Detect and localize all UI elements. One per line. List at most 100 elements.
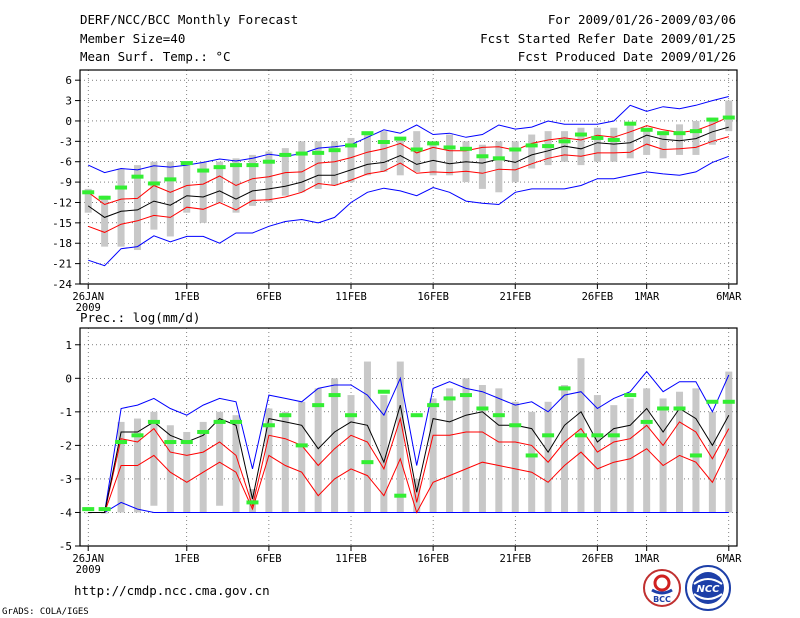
prec-box-13 [298, 401, 306, 513]
prec-observed-23 [459, 393, 472, 398]
temp-observed-34 [640, 127, 653, 132]
temp-box-10 [248, 154, 256, 206]
prec-observed-34 [640, 419, 653, 424]
temp-observed-36 [673, 131, 686, 136]
prec-box-4 [150, 411, 158, 506]
temp-box-33 [626, 124, 634, 159]
temp-observed-12 [279, 152, 292, 157]
temp-observed-17 [361, 131, 374, 136]
prec-box-12 [281, 411, 289, 513]
bcc-logo-text: BCC [653, 595, 671, 604]
footer-url: http://cmdp.ncc.cma.gov.cn [74, 583, 270, 598]
prec-box-36 [676, 391, 684, 513]
prec-observed-12 [279, 413, 292, 418]
prec-box-15 [331, 378, 339, 513]
temp-observed-33 [624, 121, 637, 126]
prec-box-19 [396, 361, 404, 513]
temp-observed-32 [607, 137, 620, 142]
temp-box-15 [331, 141, 339, 186]
prec-ytick-label-1: 0 [65, 372, 72, 385]
prec-ytick-label-6: -5 [59, 540, 72, 553]
prec-observed-15 [328, 393, 341, 398]
temp-box-20 [413, 131, 421, 172]
prec-box-2 [117, 421, 125, 513]
temp-observed-10 [246, 163, 259, 168]
temp-observed-23 [459, 146, 472, 151]
temp-observed-11 [262, 159, 275, 164]
temp-xtick-label-3: 11FEB [335, 291, 367, 303]
temp-box-32 [610, 127, 618, 162]
prec-observed-11 [262, 423, 275, 428]
temp-box-35 [659, 131, 667, 159]
prec-observed-39 [722, 399, 735, 404]
temp-ytick-label-8: -18 [52, 237, 72, 250]
prec-box-37 [692, 388, 700, 513]
prec-xtick-label-2: 6FEB [256, 553, 281, 565]
prec-observed-3 [131, 433, 144, 438]
temp-ytick-label-7: -15 [52, 217, 72, 230]
prec-observed-13 [295, 443, 308, 448]
prec-box-21 [429, 398, 437, 513]
temp-observed-9 [230, 163, 243, 168]
temp-box-37 [692, 120, 700, 155]
prec-box-39 [725, 371, 733, 513]
temp-observed-2 [115, 185, 128, 190]
temp-observed-29 [558, 139, 571, 144]
temp-ytick-label-0: 6 [65, 74, 72, 87]
temp-xtick-label-1: 1FEB [174, 291, 199, 303]
prec-observed-30 [574, 433, 587, 438]
prec-lower-percentile-line [88, 448, 730, 514]
prec-box-25 [495, 388, 503, 513]
temp-observed-31 [591, 135, 604, 140]
prec-observed-4 [147, 419, 160, 424]
temp-observed-30 [574, 132, 587, 137]
temp-ytick-label-3: -3 [59, 135, 72, 148]
prec-observed-18 [377, 389, 390, 394]
temp-box-6 [183, 165, 191, 213]
prec-observed-6 [180, 440, 193, 445]
prec-observed-20 [410, 413, 423, 418]
prec-upper-percentile-line [88, 416, 730, 513]
temp-observed-7 [197, 168, 210, 173]
temp-box-25 [495, 141, 503, 193]
prec-observed-29 [558, 386, 571, 391]
temp-observed-14 [312, 150, 325, 155]
temp-ytick-label-4: -6 [59, 156, 72, 169]
temp-observed-24 [476, 154, 489, 159]
prec-ytick-label-0: 1 [65, 339, 72, 352]
prec-observed-31 [591, 433, 604, 438]
temp-box-36 [676, 124, 684, 155]
temp-observed-15 [328, 148, 341, 153]
temp-box-28 [544, 131, 552, 166]
prec-observed-28 [542, 433, 555, 438]
temp-observed-20 [410, 147, 423, 152]
prec-box-33 [626, 398, 634, 513]
prec-observed-7 [197, 429, 210, 434]
prec-plot-frame [79, 327, 738, 547]
ncc-logo-text: NCC [696, 584, 720, 595]
prec-observed-2 [115, 440, 128, 445]
temp-observed-18 [377, 140, 390, 145]
prec-box-5 [166, 425, 174, 513]
prec-box-32 [610, 405, 618, 513]
temp-observed-35 [657, 131, 670, 136]
prec-box-20 [413, 478, 421, 513]
prec-box-28 [544, 401, 552, 513]
prec-box-22 [446, 388, 454, 513]
prec-min-line [88, 501, 729, 513]
temp-plot-frame [79, 69, 738, 285]
prec-observed-35 [657, 406, 670, 411]
member-size: Member Size=40 [80, 31, 186, 46]
temp-box-0 [84, 188, 92, 213]
temp-box-26 [511, 141, 519, 183]
prec-xtick-label-8: 6MAR [716, 553, 742, 565]
prec-ytick-label-5: -4 [59, 506, 73, 519]
temp-ytick-label-10: -24 [52, 278, 72, 291]
prec-observed-9 [230, 419, 243, 424]
prec-observed-27 [525, 453, 538, 458]
temp-box-12 [281, 148, 289, 196]
prec-box-16 [347, 395, 355, 513]
prec-box-29 [561, 385, 569, 513]
prec-box-35 [659, 398, 667, 513]
